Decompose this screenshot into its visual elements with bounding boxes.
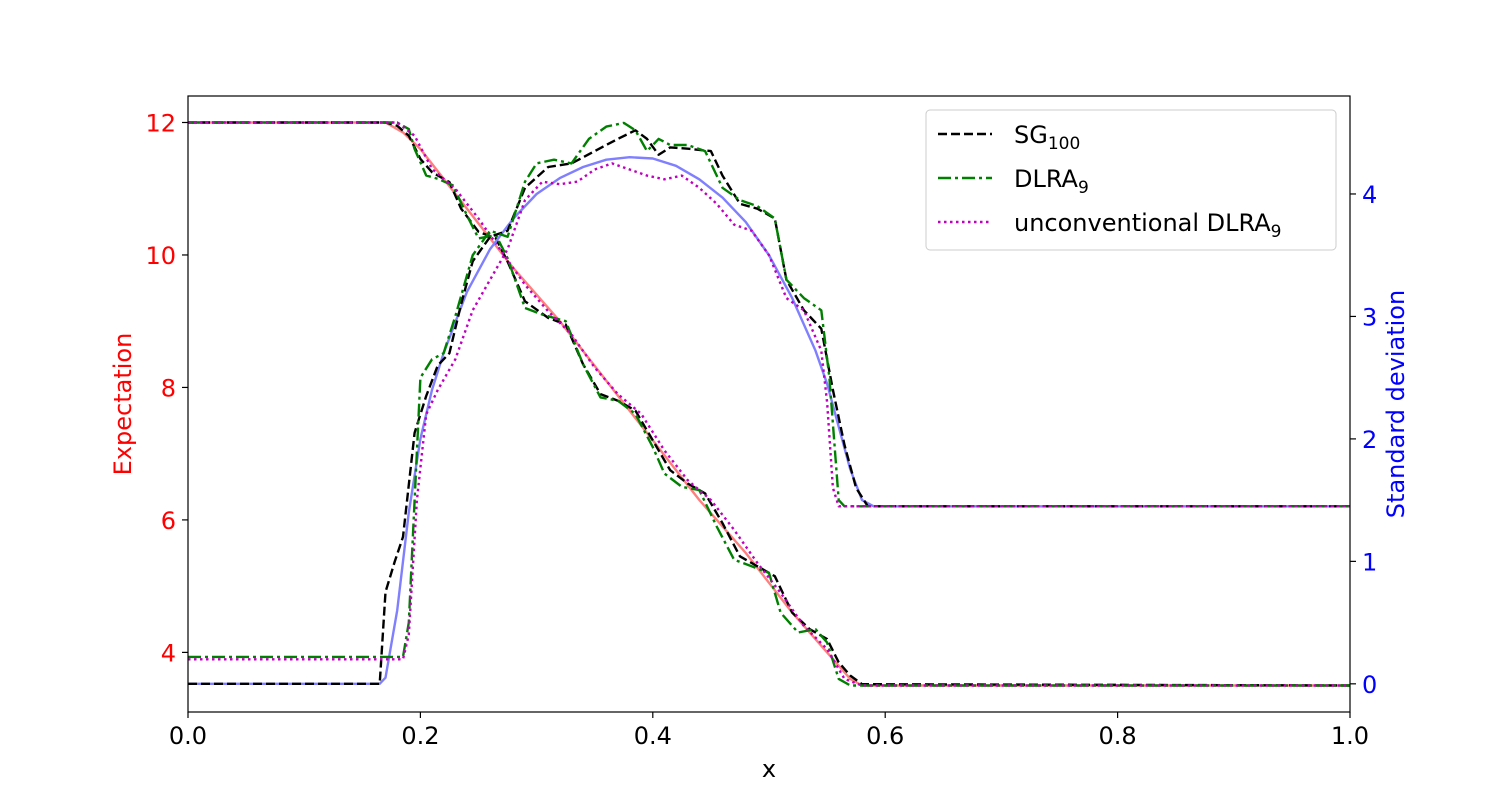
x-tick-label: 0.0 bbox=[169, 722, 207, 750]
y-right-tick-label: 2 bbox=[1362, 426, 1377, 454]
plot-area-frame bbox=[187, 95, 1351, 713]
y-left-tick-label: 4 bbox=[161, 639, 176, 667]
x-tick-label: 0.6 bbox=[866, 722, 904, 750]
y-axis-left-label: Expectation bbox=[109, 333, 137, 476]
series-line-left-3 bbox=[188, 121, 1350, 687]
y-right-tick-label: 3 bbox=[1362, 303, 1377, 331]
x-tick-label: 0.8 bbox=[1099, 722, 1137, 750]
y-right-tick-label: 4 bbox=[1362, 181, 1377, 209]
y-left-tick-label: 10 bbox=[145, 242, 176, 270]
x-tick-label: 1.0 bbox=[1331, 722, 1369, 750]
legend-label-dlra: DLRA9 bbox=[1014, 165, 1089, 198]
series-line-left-2 bbox=[188, 121, 1350, 687]
x-tick-label: 0.4 bbox=[634, 722, 672, 750]
plot-lines bbox=[188, 121, 1351, 687]
y-axis-right-label: Standard deviation bbox=[1382, 290, 1410, 518]
series-line-right-6 bbox=[188, 121, 1350, 659]
legend-label-sg: SG100 bbox=[1014, 121, 1080, 154]
legend-label-unconventional: unconventional DLRA9 bbox=[1014, 209, 1281, 242]
y-left-tick-label: 12 bbox=[145, 109, 176, 137]
series-line-right-5 bbox=[188, 129, 1350, 685]
y-left-tick-label: 6 bbox=[161, 507, 176, 535]
y-right-tick-label: 1 bbox=[1362, 548, 1377, 576]
series-line-right-7 bbox=[188, 162, 1350, 661]
legend: SG100 DLRA9 unconventional DLRA9 bbox=[925, 109, 1337, 251]
y-left-tick-label: 8 bbox=[161, 374, 176, 402]
x-tick-label: 0.2 bbox=[401, 722, 439, 750]
series-line-right-4 bbox=[188, 155, 1350, 685]
y-right-tick-label: 0 bbox=[1362, 671, 1377, 699]
legend-frame bbox=[925, 109, 1337, 251]
x-axis-label: x bbox=[762, 755, 776, 783]
